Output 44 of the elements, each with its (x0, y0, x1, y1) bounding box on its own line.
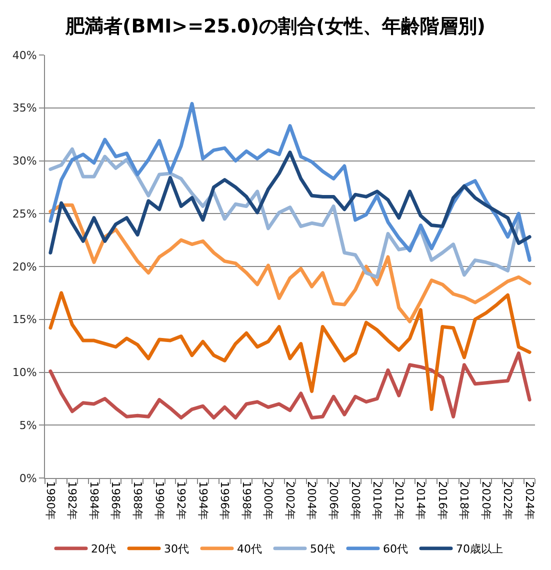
y-tick-label: 0% (19, 472, 37, 485)
y-tick-label: 35% (12, 102, 37, 115)
y-tick-label: 5% (19, 418, 37, 432)
x-tick-label: 2020年 (479, 481, 492, 520)
x-tick-label: 2014年 (414, 481, 428, 520)
x-tick-label: 2010年 (370, 481, 384, 520)
x-tick-label: 1998年 (240, 481, 253, 520)
x-tick-label: 1980年 (44, 481, 57, 520)
legend-label: 60代 (382, 542, 408, 556)
x-tick-label: 2002年 (283, 481, 296, 520)
x-tick-label: 1988年 (130, 481, 144, 520)
x-tick-label: 1996年 (218, 481, 232, 520)
y-tick-label: 15% (12, 313, 37, 326)
line-series (48, 203, 532, 324)
y-tick-label: 40% (12, 48, 37, 62)
x-tick-label: 2006年 (326, 481, 340, 520)
legend-label: 40代 (236, 542, 262, 556)
line-series (48, 291, 532, 412)
line-series (48, 150, 532, 254)
y-tick-label: 30% (12, 154, 37, 168)
y-tick-label: 25% (12, 207, 37, 220)
x-tick-label: 1992年 (174, 481, 188, 520)
x-tick-label: 2004年 (305, 481, 318, 520)
x-tick-label: 1990年 (152, 481, 166, 520)
line-series (48, 351, 532, 420)
x-tick-label: 2000年 (262, 481, 275, 520)
legend-label: 70歳以上 (456, 542, 503, 556)
x-tick-label: 1982年 (66, 481, 79, 520)
x-tick-label: 2024年 (522, 481, 536, 520)
x-tick-label: 2012年 (392, 481, 406, 520)
y-tick-label: 20% (12, 260, 37, 274)
x-tick-label: 2018年 (458, 481, 471, 520)
legend-label: 30代 (164, 542, 189, 556)
x-tick-label: 1984年 (87, 481, 100, 520)
chart-title: 肥満者(BMI>=25.0)の割合(女性、年齢階層別) (64, 15, 486, 38)
line-series (48, 102, 532, 262)
x-tick-label: 1986年 (109, 481, 122, 520)
x-tick-label: 1994年 (196, 481, 210, 520)
legend-label: 20代 (90, 542, 116, 556)
legend-label: 50代 (310, 542, 335, 556)
x-tick-label: 2022年 (501, 481, 514, 520)
x-tick-label: 2008年 (348, 481, 362, 520)
y-tick-label: 10% (12, 366, 37, 380)
x-tick-label: 2016年 (436, 481, 449, 520)
